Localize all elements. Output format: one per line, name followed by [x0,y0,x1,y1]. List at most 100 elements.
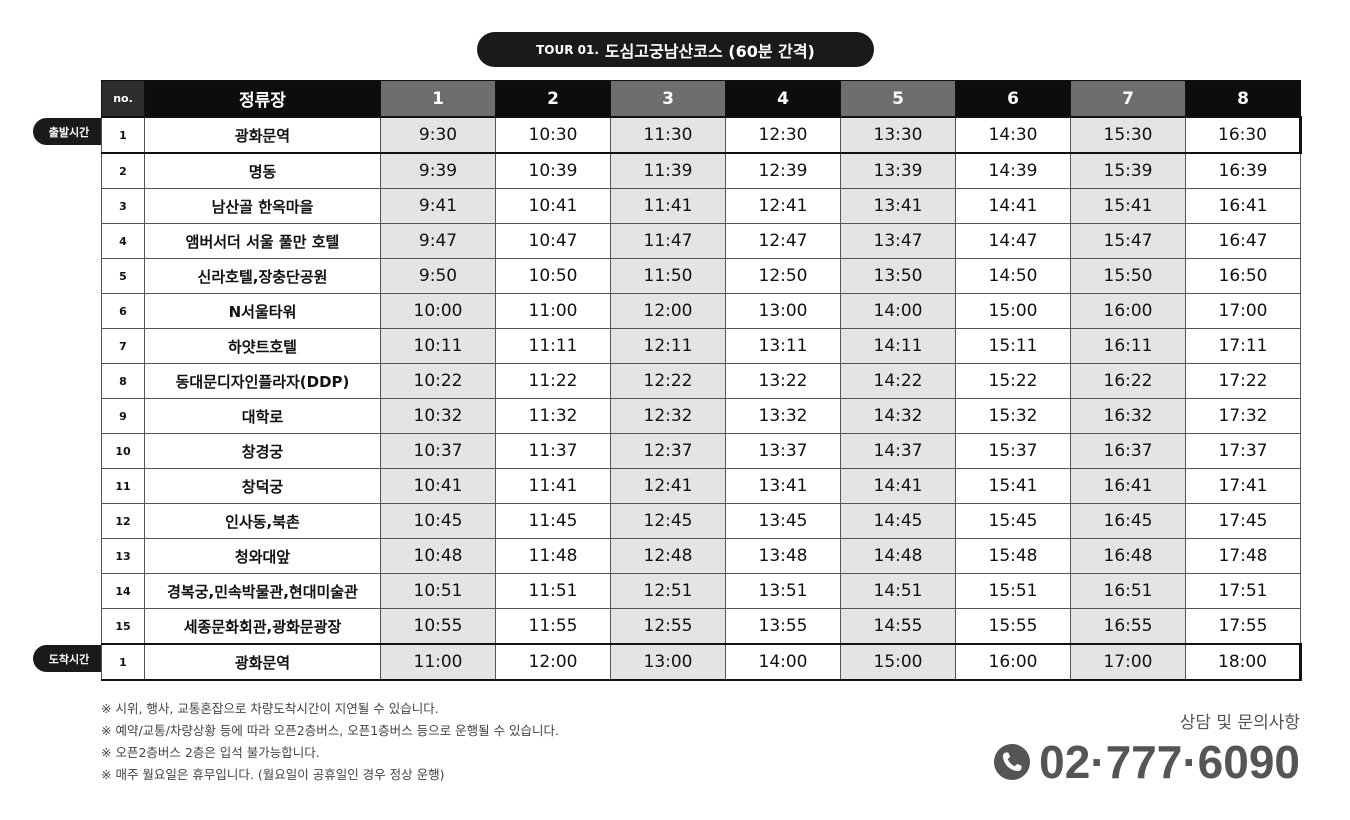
time-cell: 17:51 [1185,573,1301,609]
time-cell: 13:30 [840,116,956,154]
time-cell: 14:30 [955,116,1071,154]
time-cell: 12:48 [610,538,726,574]
contact-label: 상담 및 문의사항 [1179,713,1300,733]
table-row: 5 신라호텔,장충단공원 9:50 10:50 11:50 12:50 13:50 14:50… [101,258,1301,294]
note: ※ 시위, 행사, 교통혼잡으로 차량도착시간이 지연될 수 있습니다. [101,701,439,716]
time-cell: 11:11 [495,328,611,364]
header-trip: 1 [380,80,496,118]
phone-icon [994,743,1031,781]
stop-name: 동대문디자인플라자(DDP) [144,363,381,399]
tour-code: TOUR 01. [536,42,599,57]
time-cell: 11:22 [495,363,611,399]
time-cell: 16:45 [1070,503,1186,539]
time-cell: 16:50 [1185,258,1301,294]
table-row: 2 명동 9:39 10:39 11:39 12:39 13:39 14:39 15:39 16:… [101,152,1301,189]
time-cell: 10:22 [380,363,496,399]
time-cell: 15:32 [955,398,1071,434]
stop-name: 세종문화회관,광화문광장 [144,608,381,645]
stop-number: 15 [101,608,145,645]
header-no: no. [101,80,145,118]
time-cell: 9:50 [380,258,496,294]
departure-label: 출발시간 [33,118,105,145]
time-cell: 12:47 [725,223,841,259]
time-cell: 12:39 [725,152,841,189]
time-cell: 13:39 [840,152,956,189]
header-trip: 5 [840,80,956,118]
time-cell: 16:11 [1070,328,1186,364]
time-cell: 16:32 [1070,398,1186,434]
time-cell: 17:00 [1070,643,1186,681]
time-cell: 11:37 [495,433,611,469]
time-cell: 12:11 [610,328,726,364]
phone-number: 02·777·6090 [1039,736,1300,788]
stop-number: 7 [101,328,145,364]
time-cell: 13:00 [610,643,726,681]
time-cell: 12:22 [610,363,726,399]
time-cell: 10:39 [495,152,611,189]
stop-name: 인사동,북촌 [144,503,381,539]
time-cell: 14:22 [840,363,956,399]
table-row: 6 N서울타워 10:00 11:00 12:00 13:00 14:00 15:00 16:0… [101,293,1301,329]
time-cell: 10:48 [380,538,496,574]
time-cell: 18:00 [1185,643,1302,681]
time-cell: 17:48 [1185,538,1301,574]
time-cell: 12:41 [610,468,726,504]
time-cell: 10:47 [495,223,611,259]
tour-title: TOUR 01. 도심고궁남산코스 (60분 간격) [477,32,874,67]
time-cell: 13:37 [725,433,841,469]
time-cell: 15:48 [955,538,1071,574]
time-cell: 12:50 [725,258,841,294]
time-cell: 17:32 [1185,398,1301,434]
time-cell: 10:37 [380,433,496,469]
stop-name: 청와대앞 [144,538,381,574]
header-trip: 7 [1070,80,1186,118]
time-cell: 13:47 [840,223,956,259]
time-cell: 15:39 [1070,152,1186,189]
time-cell: 14:51 [840,573,956,609]
time-cell: 10:50 [495,258,611,294]
time-cell: 12:30 [725,116,841,154]
stop-name: 경복궁,민속박물관,현대미술관 [144,573,381,609]
arrival-label: 도착시간 [33,645,105,672]
time-cell: 13:55 [725,608,841,645]
note: ※ 매주 월요일은 휴무입니다. (월요일이 공휴일인 경우 정상 운행) [101,767,445,782]
stop-number: 13 [101,538,145,574]
stop-name: 남산골 한옥마을 [144,188,381,224]
header-trip: 6 [955,80,1071,118]
note: ※ 오픈2층버스 2층은 입석 불가능합니다. [101,745,320,760]
note: ※ 예약/교통/차량상황 등에 따라 오픈2층버스, 오픈1층버스 등으로 운행… [101,723,560,738]
time-cell: 16:39 [1185,152,1301,189]
time-cell: 10:30 [495,116,611,154]
time-cell: 12:41 [725,188,841,224]
time-cell: 14:50 [955,258,1071,294]
time-cell: 11:32 [495,398,611,434]
time-cell: 14:11 [840,328,956,364]
header-trip: 4 [725,80,841,118]
time-cell: 15:50 [1070,258,1186,294]
time-cell: 16:48 [1070,538,1186,574]
time-cell: 15:41 [1070,188,1186,224]
time-cell: 16:41 [1070,468,1186,504]
time-cell: 10:51 [380,573,496,609]
time-cell: 10:45 [380,503,496,539]
time-cell: 13:22 [725,363,841,399]
time-cell: 11:47 [610,223,726,259]
time-cell: 10:55 [380,608,496,645]
time-cell: 13:45 [725,503,841,539]
time-cell: 16:41 [1185,188,1301,224]
time-cell: 13:00 [725,293,841,329]
time-cell: 13:32 [725,398,841,434]
time-cell: 13:11 [725,328,841,364]
table-row: 13 청와대앞 10:48 11:48 12:48 13:48 14:48 15:48 16:4… [101,538,1301,574]
header-trip: 3 [610,80,726,118]
header-trip: 8 [1185,80,1301,118]
stop-number: 6 [101,293,145,329]
time-cell: 13:41 [725,468,841,504]
time-cell: 11:30 [610,116,726,154]
stop-number: 8 [101,363,145,399]
time-cell: 13:48 [725,538,841,574]
time-cell: 14:00 [725,643,841,681]
time-cell: 15:47 [1070,223,1186,259]
time-cell: 17:00 [1185,293,1301,329]
time-cell: 12:55 [610,608,726,645]
